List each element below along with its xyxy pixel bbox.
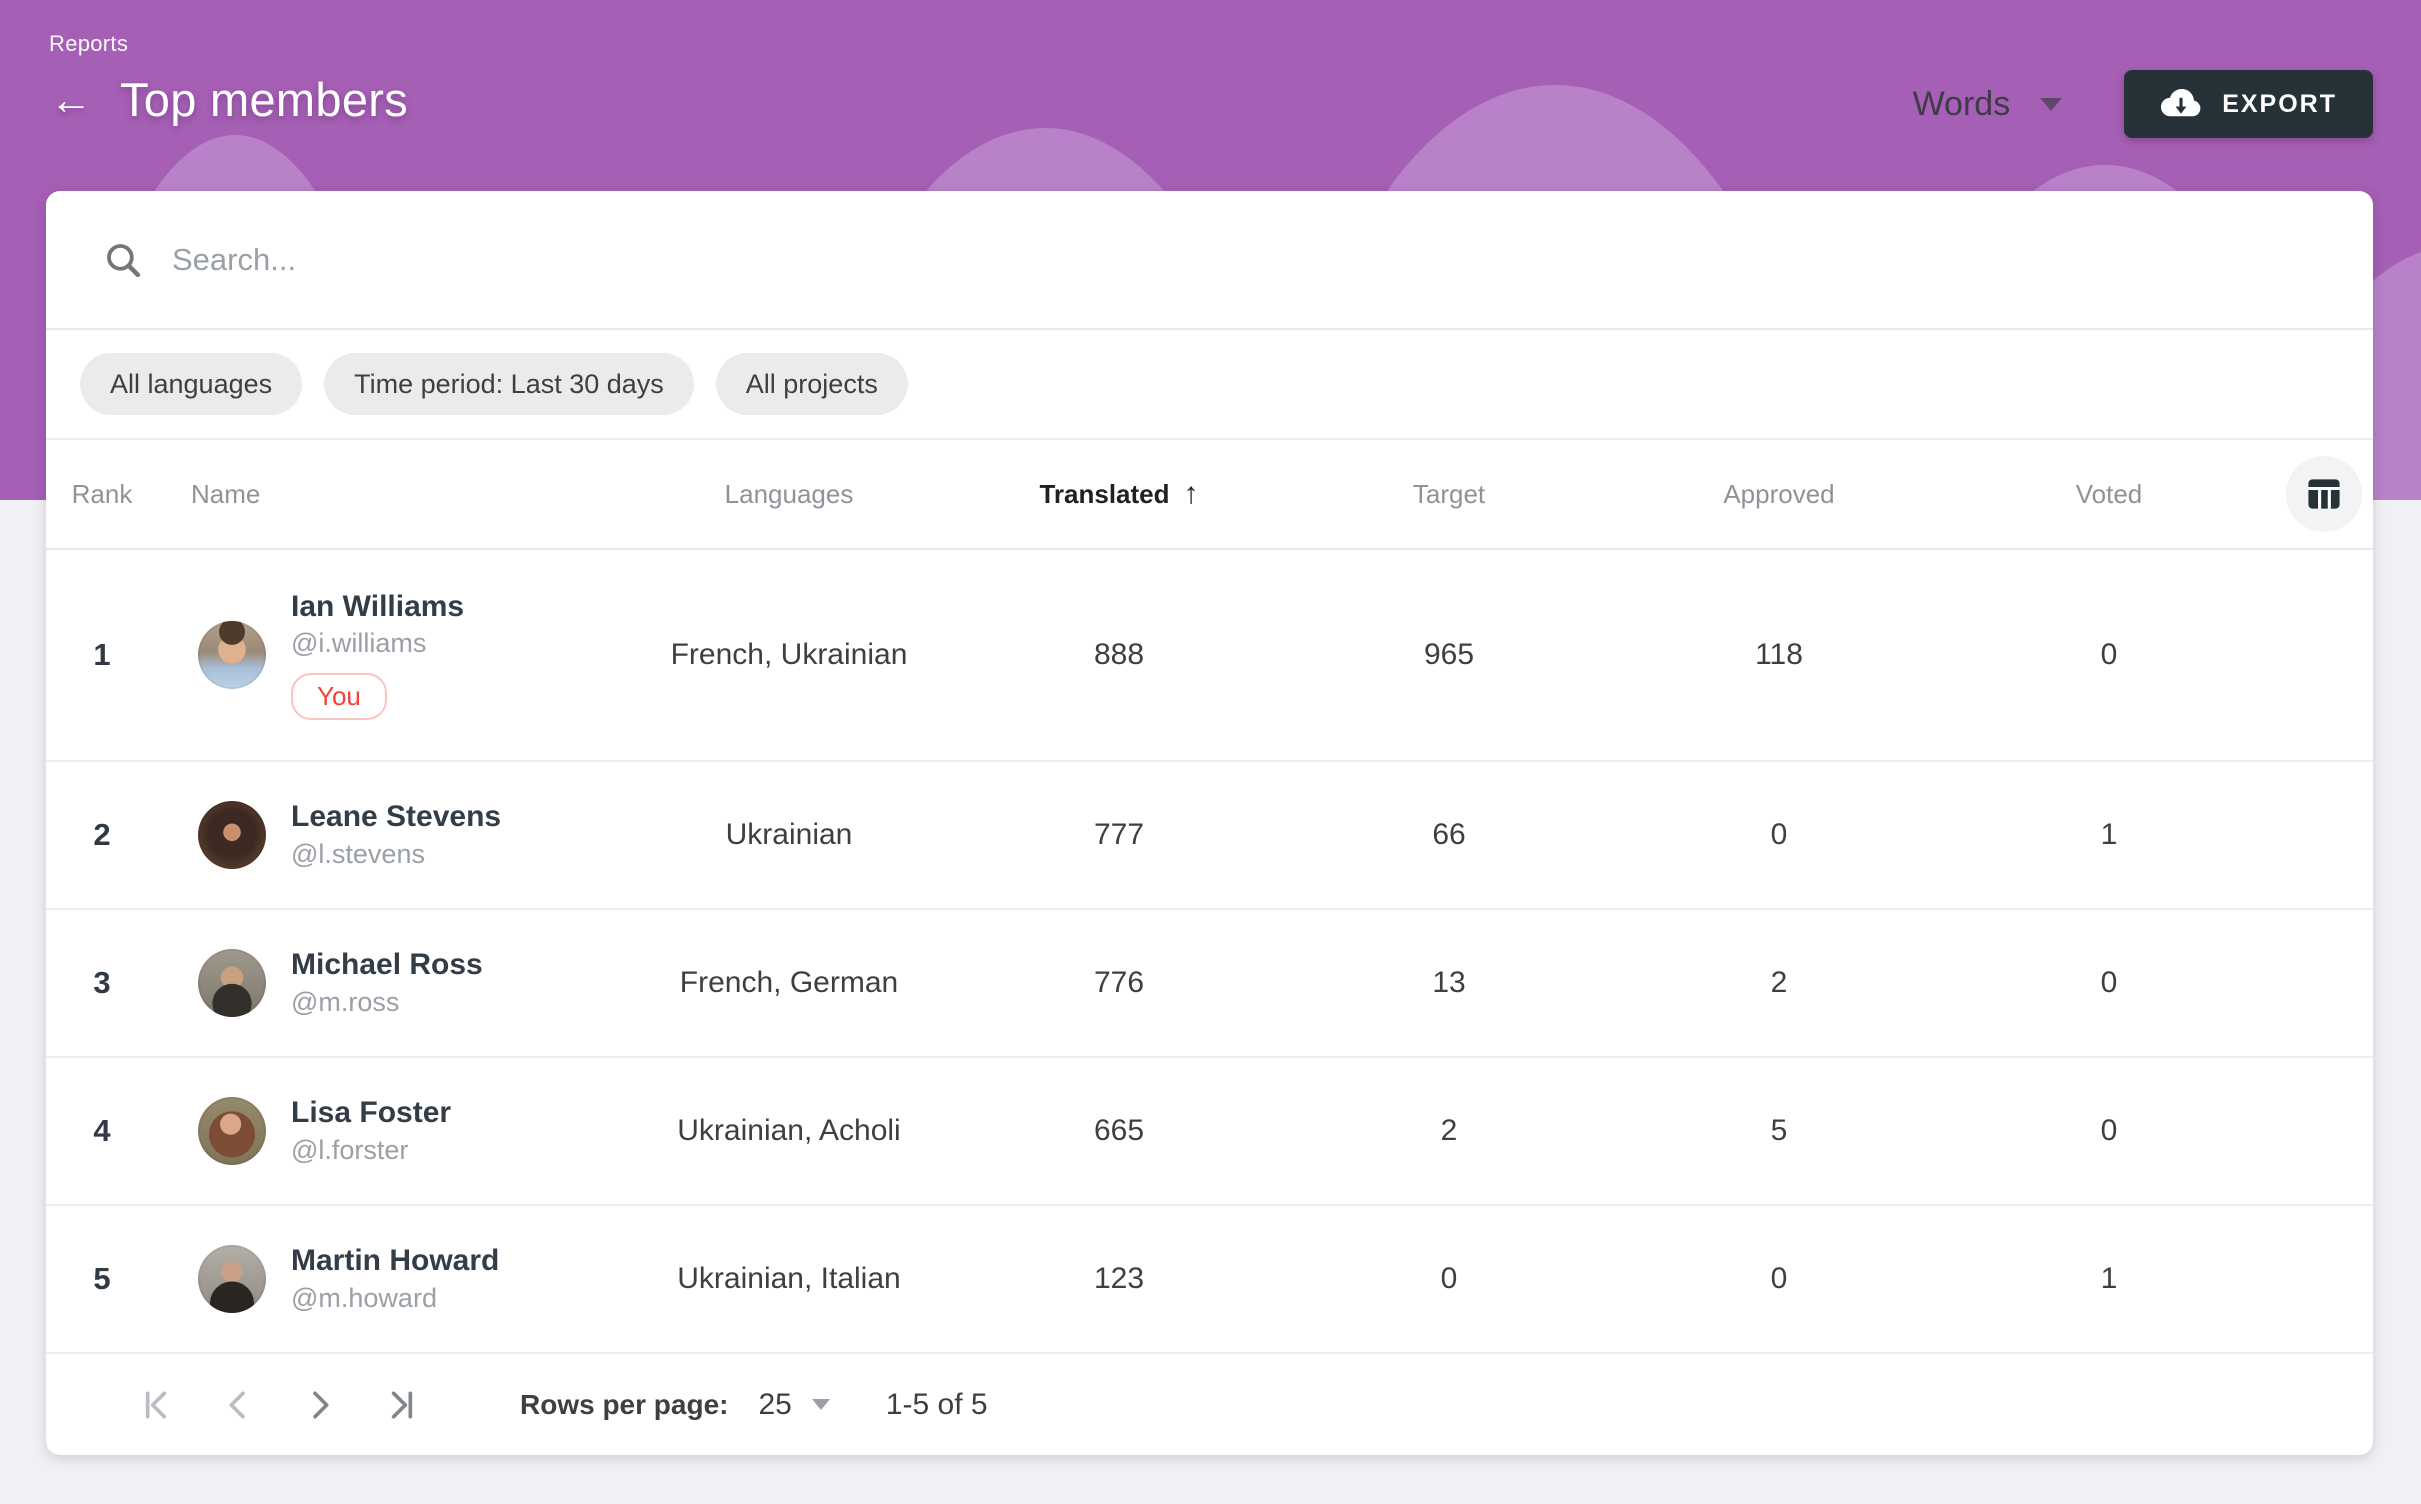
rank-cell: 2: [93, 817, 111, 852]
rank-cell: 4: [93, 1113, 111, 1148]
export-button[interactable]: EXPORT: [2124, 70, 2373, 138]
unit-dropdown[interactable]: Words: [1909, 79, 2067, 130]
member-name: Ian Williams: [291, 589, 465, 623]
table-row[interactable]: 3 Michael Ross @m.ross French, German 77…: [46, 910, 2373, 1058]
translated-cell: 123: [1093, 1262, 1145, 1295]
column-header-name[interactable]: Name: [191, 478, 261, 509]
approved-cell: 118: [1755, 638, 1803, 671]
member-cell: Michael Ross @m.ross: [158, 948, 624, 1018]
target-cell: 965: [1423, 638, 1475, 671]
approved-cell: 5: [1770, 1114, 1788, 1147]
column-header-target[interactable]: Target: [1412, 478, 1486, 509]
you-badge: You: [291, 673, 387, 721]
translated-cell: 776: [1093, 966, 1145, 999]
languages-cell: French, German: [679, 966, 899, 999]
target-cell: 13: [1432, 966, 1466, 999]
last-page-button[interactable]: [380, 1383, 424, 1427]
member-username: @m.ross: [291, 986, 400, 1017]
filter-chip-projects[interactable]: All projects: [715, 353, 908, 415]
member-cell: Martin Howard @m.howard: [158, 1244, 624, 1314]
languages-cell: French, Ukrainian: [670, 638, 908, 671]
rank-cell: 5: [93, 1261, 111, 1296]
approved-cell: 2: [1770, 966, 1788, 999]
approved-cell: 0: [1770, 1262, 1788, 1295]
next-page-button[interactable]: [298, 1383, 342, 1427]
chevron-down-icon: [2040, 97, 2063, 111]
unit-dropdown-value: Words: [1912, 84, 2011, 123]
pagination-range: 1-5 of 5: [885, 1387, 988, 1421]
filter-chip-time-period[interactable]: Time period: Last 30 days: [324, 353, 694, 415]
avatar: [198, 1245, 266, 1313]
rank-cell: 1: [93, 637, 111, 672]
avatar: [198, 621, 266, 689]
filter-bar: All languages Time period: Last 30 days …: [46, 330, 2373, 440]
column-header-translated[interactable]: Translated ↑: [1039, 477, 1199, 510]
member-name: Martin Howard: [291, 1244, 500, 1278]
pagination-bar: Rows per page: 25 1-5 of 5: [46, 1354, 2373, 1455]
member-cell: Leane Stevens @l.stevens: [158, 800, 624, 870]
table-row[interactable]: 5 Martin Howard @m.howard Ukrainian, Ita…: [46, 1206, 2373, 1354]
first-page-button[interactable]: [134, 1383, 178, 1427]
filter-chip-languages[interactable]: All languages: [80, 353, 303, 415]
rank-cell: 3: [93, 965, 111, 1000]
chevron-left-icon: [229, 1391, 245, 1418]
previous-page-button[interactable]: [216, 1383, 260, 1427]
member-cell: Lisa Foster @l.forster: [158, 1096, 624, 1166]
member-name: Michael Ross: [291, 948, 483, 982]
rows-per-page-dropdown[interactable]: 25: [758, 1387, 830, 1422]
sort-ascending-icon: ↑: [1183, 477, 1199, 510]
cloud-download-icon: [2161, 88, 2201, 117]
avatar: [198, 1097, 266, 1165]
page-title: Top members: [120, 73, 409, 126]
column-header-rank[interactable]: Rank: [71, 478, 133, 509]
member-username: @i.williams: [291, 628, 427, 659]
member-cell: Ian Williams @i.williams You: [158, 590, 624, 721]
rows-per-page-label: Rows per page:: [520, 1388, 729, 1420]
column-header-approved[interactable]: Approved: [1723, 478, 1835, 509]
breadcrumb: Reports: [49, 31, 129, 56]
column-settings-button[interactable]: [2285, 456, 2362, 532]
translated-cell: 777: [1093, 818, 1145, 851]
rows-per-page-value: 25: [758, 1387, 792, 1421]
member-name: Leane Stevens: [291, 800, 502, 834]
table-row[interactable]: 2 Leane Stevens @l.stevens Ukrainian 777…: [46, 762, 2373, 910]
languages-cell: Ukrainian, Acholi: [677, 1114, 901, 1147]
target-cell: 2: [1440, 1114, 1458, 1147]
columns-icon: [2307, 479, 2340, 509]
translated-cell: 888: [1093, 638, 1145, 671]
voted-cell: 0: [2100, 638, 2118, 671]
member-username: @l.stevens: [291, 838, 425, 869]
languages-cell: Ukrainian: [725, 818, 853, 851]
report-card: All languages Time period: Last 30 days …: [46, 191, 2373, 1455]
export-button-label: EXPORT: [2222, 89, 2337, 118]
search-icon: [107, 243, 141, 277]
back-button[interactable]: ←: [50, 75, 92, 123]
table-row[interactable]: 1 Ian Williams @i.williams You French, U…: [46, 550, 2373, 762]
member-name: Lisa Foster: [291, 1096, 452, 1130]
languages-cell: Ukrainian, Italian: [677, 1262, 901, 1295]
member-username: @m.howard: [291, 1282, 437, 1313]
target-cell: 0: [1440, 1262, 1458, 1295]
voted-cell: 1: [2100, 818, 2118, 851]
avatar: [198, 949, 266, 1017]
last-page-icon: [391, 1391, 413, 1418]
voted-cell: 0: [2100, 1114, 2118, 1147]
approved-cell: 0: [1770, 818, 1788, 851]
column-header-voted[interactable]: Voted: [2075, 478, 2143, 509]
member-username: @l.forster: [291, 1134, 409, 1165]
search-bar: [46, 191, 2373, 330]
first-page-icon: [145, 1391, 167, 1418]
table-row[interactable]: 4 Lisa Foster @l.forster Ukrainian, Acho…: [46, 1058, 2373, 1206]
chevron-down-icon: [811, 1399, 830, 1410]
translated-cell: 665: [1093, 1114, 1145, 1147]
voted-cell: 1: [2100, 1262, 2118, 1295]
voted-cell: 0: [2100, 966, 2118, 999]
table-header: Rank Name Languages Translated ↑ Target …: [46, 440, 2373, 550]
avatar: [198, 801, 266, 869]
target-cell: 66: [1432, 818, 1466, 851]
chevron-right-icon: [313, 1391, 329, 1418]
column-header-languages[interactable]: Languages: [724, 478, 854, 509]
search-input[interactable]: [172, 241, 1772, 278]
